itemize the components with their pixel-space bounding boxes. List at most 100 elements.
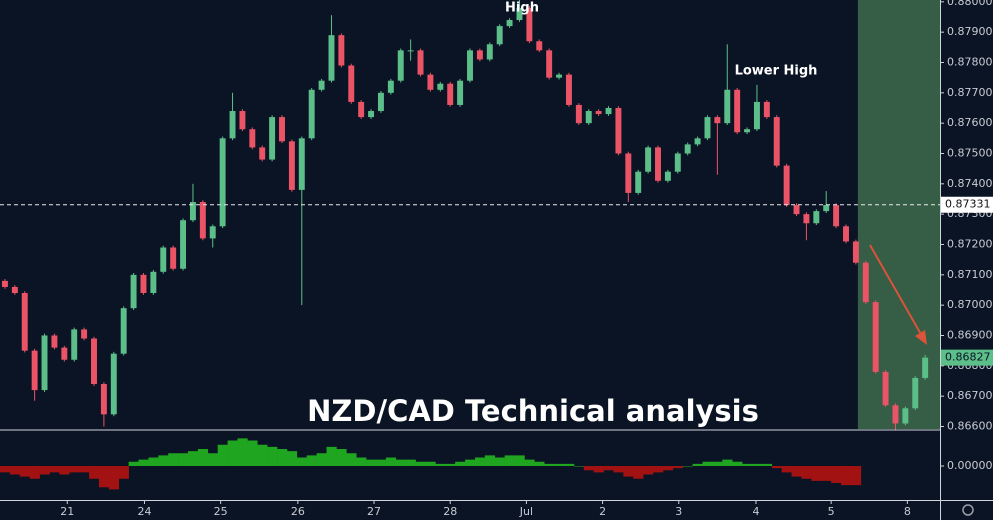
candle-body <box>358 101 365 118</box>
candle-body <box>328 35 335 81</box>
oscillator-bar <box>435 463 446 466</box>
candle-body <box>605 107 612 115</box>
oscillator-bar <box>633 466 644 479</box>
candle-body <box>773 117 780 166</box>
oscillator-bar <box>188 451 199 466</box>
candle-body <box>239 111 246 130</box>
candle-body <box>813 211 820 224</box>
candle-body <box>872 302 879 372</box>
candle-body <box>823 205 830 212</box>
candle-body <box>852 241 859 263</box>
oscillator-bar <box>494 457 505 466</box>
oscillator-bar <box>761 463 773 466</box>
candle-body <box>546 50 553 78</box>
candle-body <box>684 144 691 154</box>
x-tick-label: 21 <box>60 505 74 518</box>
oscillator-bar <box>138 459 149 466</box>
candle-body <box>486 44 493 60</box>
candle-body <box>912 377 919 409</box>
settings-icon[interactable] <box>962 504 974 516</box>
candle-body <box>368 111 375 118</box>
candle-body <box>575 104 582 124</box>
oscillator-bar <box>237 438 248 466</box>
oscillator-bar <box>742 463 753 466</box>
x-tick-label: 24 <box>137 505 151 518</box>
candle-body <box>783 165 790 206</box>
candle-body <box>793 205 800 215</box>
reference-label-box <box>941 196 993 213</box>
candle-body <box>714 117 721 124</box>
candle-body <box>269 117 276 160</box>
y-tick-label: 0.87100 <box>947 268 993 281</box>
x-tick-label: 2 <box>599 505 606 518</box>
oscillator-bar <box>811 466 822 481</box>
oscillator-bar <box>514 455 525 466</box>
oscillator-bar <box>267 446 278 466</box>
x-tick-label: Jul <box>519 505 533 518</box>
candle-body <box>496 26 503 45</box>
candle-body <box>180 220 187 269</box>
candle-body <box>922 357 929 378</box>
candle-body <box>595 111 602 115</box>
candle-body <box>902 408 909 424</box>
oscillator-bar <box>613 466 624 473</box>
candle-body <box>407 50 414 52</box>
price-panel <box>0 0 940 490</box>
x-tick-label: 28 <box>443 505 457 518</box>
oscillator-bar <box>366 459 377 466</box>
oscillator-bar <box>356 457 367 466</box>
oscillator-bar <box>791 466 802 477</box>
oscillator-bar <box>455 461 466 466</box>
candle-body <box>279 117 285 142</box>
oscillator-bar <box>217 444 228 466</box>
candle-body <box>387 80 394 93</box>
oscillator-bar <box>672 466 684 469</box>
candle-body <box>427 74 434 90</box>
candle-body <box>556 74 563 78</box>
candle-body <box>31 350 38 391</box>
candle-body <box>140 274 147 294</box>
candle-body <box>506 20 513 27</box>
candle-body <box>259 147 266 160</box>
candle-body <box>219 138 226 227</box>
candle-body <box>130 274 137 309</box>
candle-body <box>655 147 661 181</box>
candle-body <box>81 329 88 339</box>
oscillator-bar <box>385 457 397 466</box>
last-price-label: 0.86827 <box>945 351 991 364</box>
x-tick-label: 26 <box>291 505 305 518</box>
oscillator-bar <box>524 459 535 466</box>
candle-body <box>625 153 632 193</box>
oscillator-bar <box>722 459 733 466</box>
oscillator-bar <box>257 444 268 466</box>
candle-body <box>843 226 849 242</box>
candle-body <box>615 107 622 154</box>
candle-body <box>377 92 384 112</box>
oscillator-bar <box>306 455 317 466</box>
candle-body <box>417 50 424 75</box>
oscillator-bar <box>29 466 40 479</box>
x-tick-label: 3 <box>675 505 682 518</box>
candle-body <box>71 329 78 360</box>
candle-body <box>160 247 167 272</box>
oscillator-bar <box>465 459 476 466</box>
oscillator-bar <box>712 461 723 466</box>
oscillator-bar <box>653 466 664 473</box>
oscillator-bar <box>197 449 209 466</box>
oscillator-bar <box>376 459 387 466</box>
oscillator-bar <box>474 457 486 466</box>
oscillator-bar <box>108 466 120 490</box>
oscillator-bar <box>445 463 456 466</box>
candle-body <box>249 129 256 148</box>
y-tick-label: 0.87500 <box>947 146 993 159</box>
oscillator-bar <box>296 457 308 466</box>
trend-arrow <box>869 244 923 337</box>
candle-body <box>763 101 770 118</box>
candle-body <box>308 89 315 139</box>
candle-body <box>437 83 444 90</box>
oscillator-bar <box>554 463 565 466</box>
candle-body <box>41 335 48 391</box>
y-tick-label: 0.87600 <box>947 116 993 129</box>
